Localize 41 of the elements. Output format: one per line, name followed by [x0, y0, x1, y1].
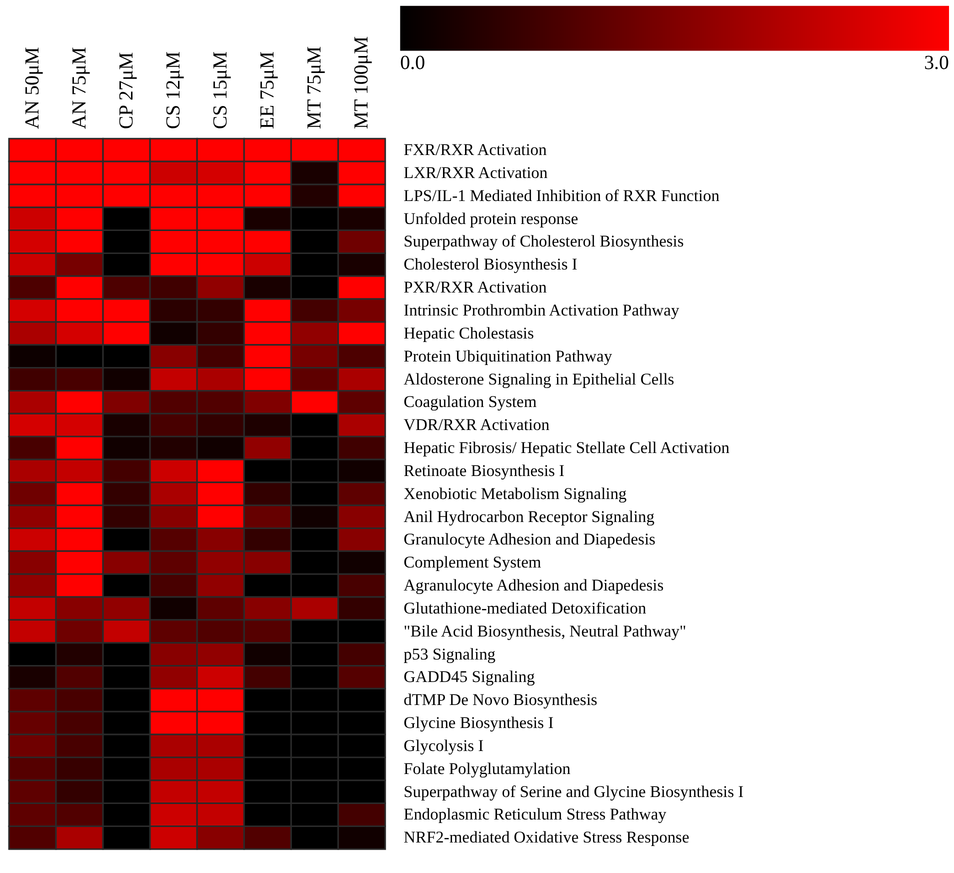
color-bar-label: 0.0: [400, 52, 426, 74]
y-tick-label: Glycine Biosynthesis I: [404, 713, 554, 732]
y-tick-label: PXR/RXR Activation: [404, 278, 547, 297]
x-tick-label: AN 75μM: [68, 46, 91, 130]
y-tick-label: p53 Signaling: [404, 644, 496, 664]
y-tick-label: Cholesterol Biosynthesis I: [404, 254, 578, 274]
y-tick-label: NRF2-mediated Oxidative Stress Response: [404, 828, 690, 847]
y-tick-label: Endoplasmic Reticulum Stress Pathway: [404, 804, 668, 824]
x-tick-label: MT 75μM: [304, 46, 326, 130]
y-tick-label: Hepatic Fibrosis/ Hepatic Stellate Cell Activation: [404, 438, 730, 458]
x-tick-label: CS 15μM: [210, 51, 232, 130]
x-tick-label: CP 27μM: [116, 52, 138, 130]
y-tick-label: Folate Polyglutamylation: [404, 758, 570, 778]
y-tick-label: LPS/IL-1 Mediated Inhibition of RXR Function: [404, 186, 720, 205]
y-tick-label: Granulocyte Adhesion and Diapedesis: [404, 530, 656, 549]
y-tick-label: Unfolded protein response: [404, 208, 578, 228]
color-bar-label: 3.0: [924, 52, 950, 74]
y-tick-label: Glycolysis I: [404, 736, 484, 755]
y-tick-label: dTMP De Novo Biosynthesis: [404, 690, 598, 710]
y-tick-label: Intrinsic Prothrombin Activation Pathway: [404, 300, 680, 320]
y-tick-label: Glutathione-mediated Detoxification: [404, 598, 646, 618]
y-tick-label: Protein Ubiquitination Pathway: [404, 346, 613, 366]
y-tick-label: Retinoate Biosynthesis I: [404, 460, 565, 480]
x-tick-label: EE 75μM: [256, 51, 279, 130]
x-tick-label: CS 12μM: [162, 51, 185, 130]
x-tick-label: AN 50μM: [21, 46, 44, 130]
y-tick-label: Xenobiotic Metabolism Signaling: [404, 484, 627, 503]
y-tick-label: Superpathway of Serine and Glycine Biosynthesis I: [404, 782, 744, 801]
y-tick-label: GADD45 Signaling: [404, 667, 535, 686]
y-tick-label: Hepatic Cholestasis: [404, 323, 534, 342]
y-tick-label: Agranulocyte Adhesion and Diapedesis: [404, 576, 664, 595]
y-tick-label: Aldosterone Signaling in Epithelial Cells: [404, 369, 674, 388]
y-tick-label: Superpathway of Cholesterol Biosynthesis: [404, 232, 684, 251]
y-tick-label: FXR/RXR Activation: [404, 140, 547, 160]
y-tick-label: Coagulation System: [404, 392, 537, 412]
y-tick-label: Complement System: [404, 552, 542, 572]
y-tick-label: VDR/RXR Activation: [404, 415, 550, 434]
x-tick-label: MT 100μM: [350, 36, 373, 130]
y-tick-label: Anil Hydrocarbon Receptor Signaling: [404, 506, 655, 526]
y-tick-label: LXR/RXR Activation: [404, 162, 548, 182]
y-tick-label: "Bile Acid Biosynthesis, Neutral Pathway": [404, 621, 686, 640]
